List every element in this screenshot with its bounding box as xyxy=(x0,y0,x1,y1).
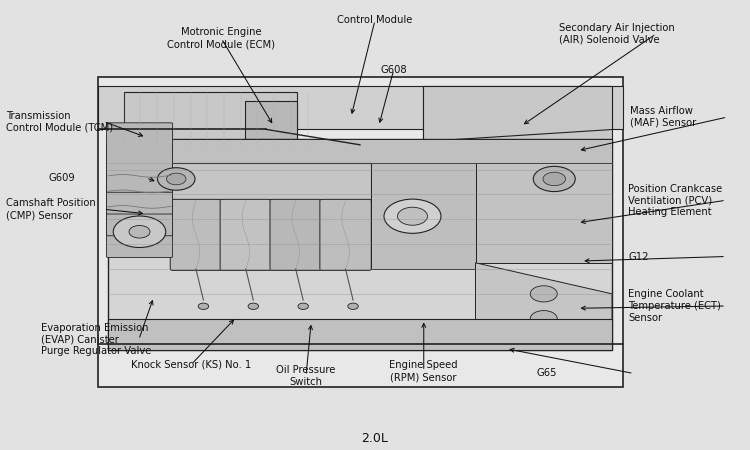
FancyBboxPatch shape xyxy=(106,123,172,192)
Circle shape xyxy=(248,303,259,310)
Circle shape xyxy=(530,310,557,327)
Circle shape xyxy=(198,303,208,310)
FancyBboxPatch shape xyxy=(270,199,321,270)
FancyBboxPatch shape xyxy=(108,139,612,163)
FancyBboxPatch shape xyxy=(170,199,222,270)
FancyBboxPatch shape xyxy=(108,139,612,350)
FancyBboxPatch shape xyxy=(106,166,172,236)
FancyBboxPatch shape xyxy=(98,76,622,387)
Text: G608: G608 xyxy=(380,65,407,75)
FancyBboxPatch shape xyxy=(476,163,612,263)
FancyBboxPatch shape xyxy=(370,163,476,269)
FancyBboxPatch shape xyxy=(171,163,370,201)
Text: G65: G65 xyxy=(536,369,556,378)
Circle shape xyxy=(298,303,308,310)
Text: Engine Coolant
Temperature (ECT)
Sensor: Engine Coolant Temperature (ECT) Sensor xyxy=(628,289,722,323)
Circle shape xyxy=(533,166,575,192)
Text: 2.0L: 2.0L xyxy=(362,432,388,445)
FancyBboxPatch shape xyxy=(98,86,622,129)
FancyBboxPatch shape xyxy=(108,319,612,350)
Text: Camshaft Position
(CMP) Sensor: Camshaft Position (CMP) Sensor xyxy=(6,198,96,220)
FancyBboxPatch shape xyxy=(244,101,297,139)
Text: Engine Speed
(RPM) Sensor: Engine Speed (RPM) Sensor xyxy=(389,360,458,382)
Text: Oil Pressure
Switch: Oil Pressure Switch xyxy=(276,365,336,387)
FancyBboxPatch shape xyxy=(320,199,371,270)
Text: Evaporation Emission
(EVAP) Canister
Purge Regulator Valve: Evaporation Emission (EVAP) Canister Pur… xyxy=(41,323,152,356)
Circle shape xyxy=(166,173,186,185)
Text: Transmission
Control Module (TCM): Transmission Control Module (TCM) xyxy=(6,111,113,132)
Text: Position Crankcase
Ventilation (PCV)
Heating Element: Position Crankcase Ventilation (PCV) Hea… xyxy=(628,184,723,217)
Circle shape xyxy=(158,168,195,190)
Text: G12: G12 xyxy=(628,252,649,261)
Circle shape xyxy=(543,172,566,186)
Circle shape xyxy=(129,225,150,238)
FancyBboxPatch shape xyxy=(124,92,297,145)
Polygon shape xyxy=(360,86,612,145)
FancyBboxPatch shape xyxy=(106,144,172,214)
Circle shape xyxy=(530,286,557,302)
Text: Knock Sensor (KS) No. 1: Knock Sensor (KS) No. 1 xyxy=(131,360,251,369)
Circle shape xyxy=(384,199,441,233)
Circle shape xyxy=(398,207,427,225)
FancyBboxPatch shape xyxy=(423,86,612,145)
Circle shape xyxy=(348,303,358,310)
Polygon shape xyxy=(476,263,612,350)
Text: Motronic Engine
Control Module (ECM): Motronic Engine Control Module (ECM) xyxy=(167,27,275,49)
FancyBboxPatch shape xyxy=(106,188,172,257)
Circle shape xyxy=(113,216,166,248)
Text: Secondary Air Injection
(AIR) Solenoid Valve: Secondary Air Injection (AIR) Solenoid V… xyxy=(559,23,674,45)
Text: Control Module: Control Module xyxy=(338,15,412,25)
Text: Mass Airflow
(MAF) Sensor: Mass Airflow (MAF) Sensor xyxy=(630,106,696,128)
Text: G609: G609 xyxy=(49,173,76,183)
FancyBboxPatch shape xyxy=(220,199,272,270)
